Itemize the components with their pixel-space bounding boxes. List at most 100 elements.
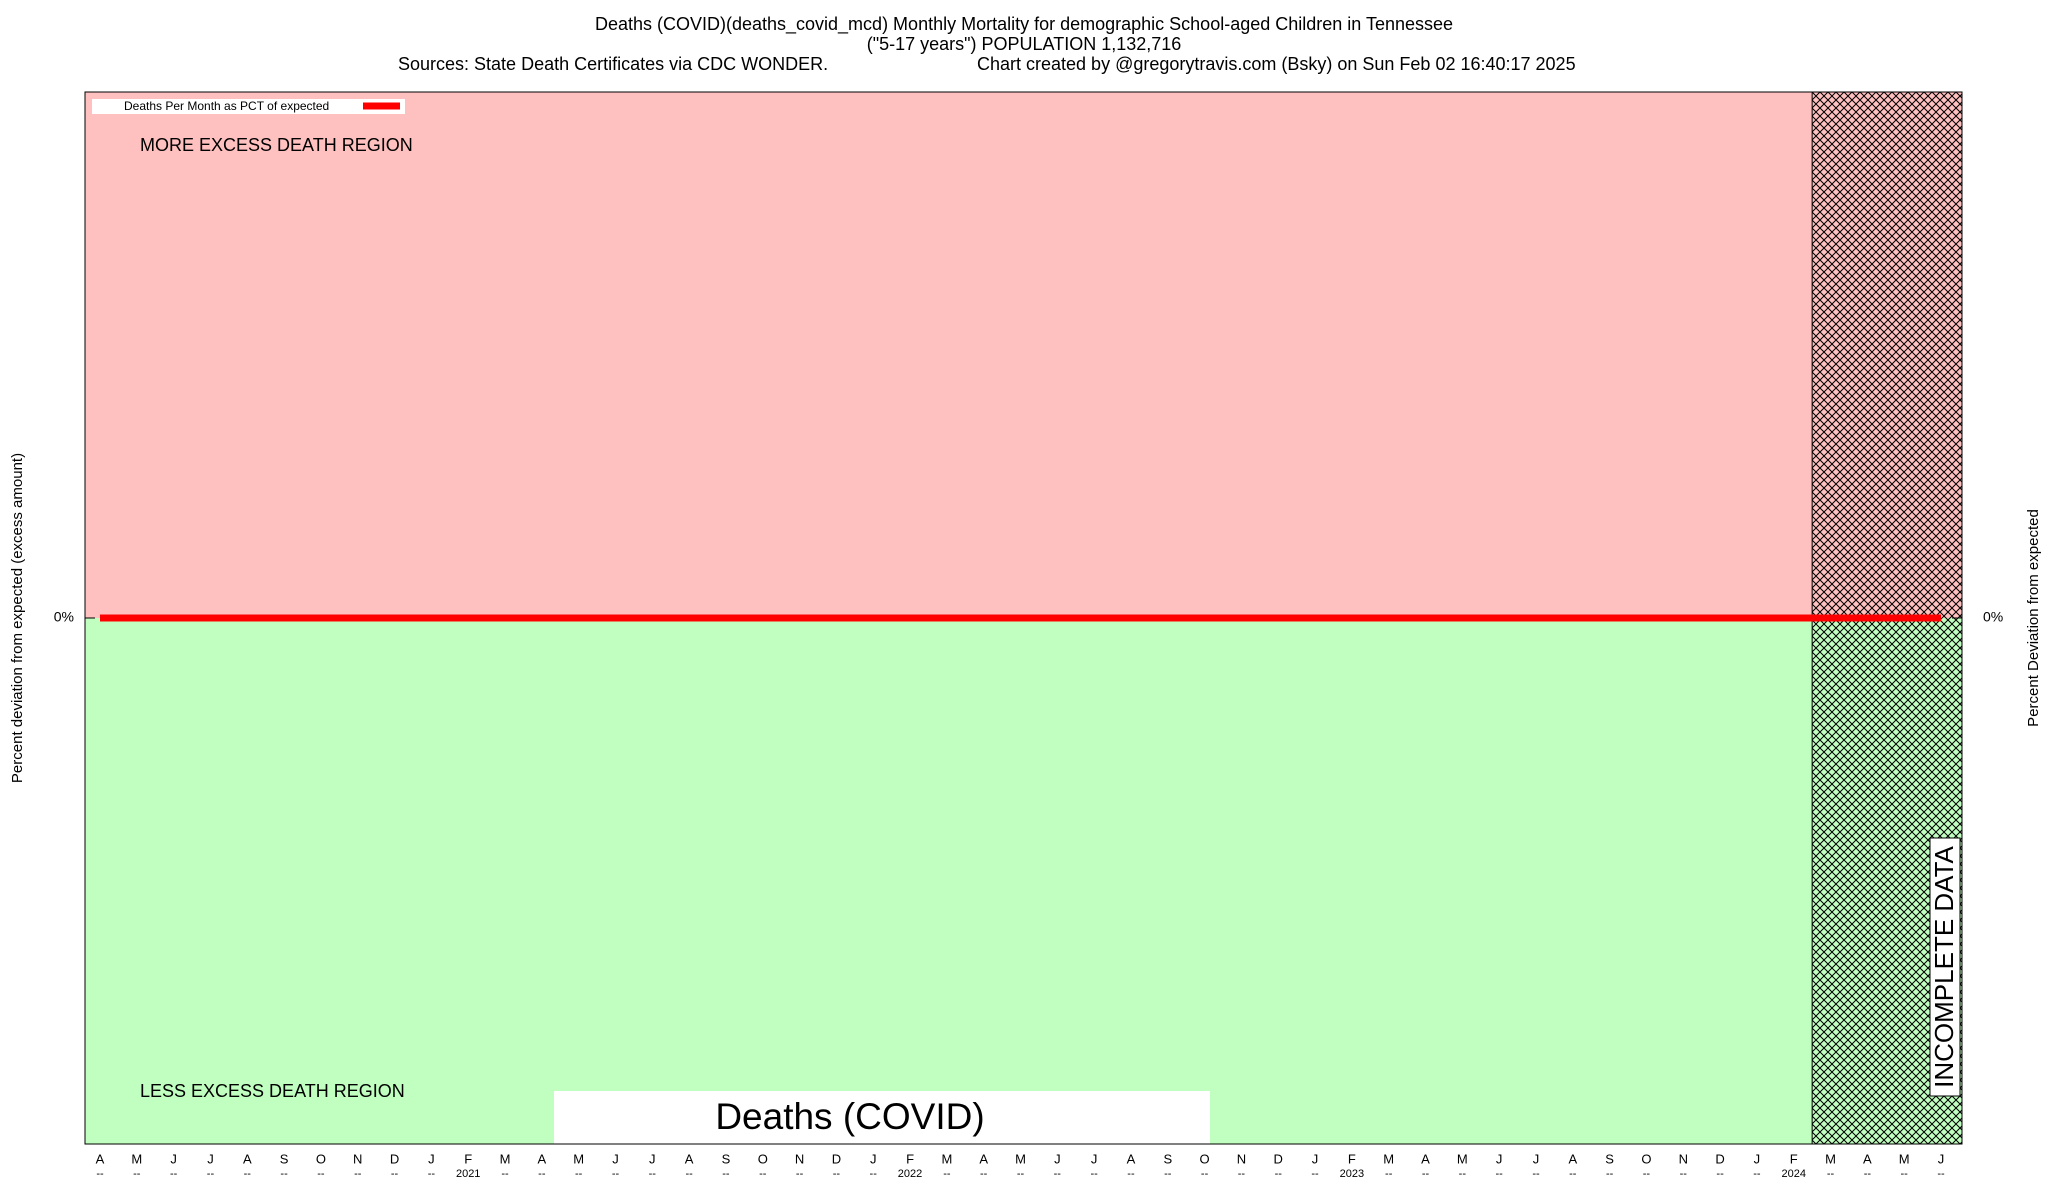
x-sublabel: --	[1127, 1168, 1135, 1180]
lower-region-label: LESS EXCESS DEATH REGION	[140, 1081, 405, 1101]
chart-title: Deaths (COVID)(deaths_covid_mcd) Monthly…	[595, 14, 1453, 35]
x-tick-label: A	[538, 1151, 547, 1166]
x-sublabel: --	[685, 1168, 693, 1180]
x-sublabel: --	[244, 1168, 252, 1180]
x-sublabel: --	[391, 1168, 399, 1180]
upper-region	[85, 92, 1962, 618]
x-sublabel: --	[1238, 1168, 1246, 1180]
x-sublabel: --	[1422, 1168, 1430, 1180]
plot-frame	[84, 91, 1963, 1145]
x-sublabel: --	[1680, 1168, 1688, 1180]
x-sublabel: --	[870, 1168, 878, 1180]
watermark: Deaths (COVID)	[715, 1096, 984, 1137]
x-tick-label: N	[1237, 1151, 1246, 1166]
x-tick-label: M	[500, 1151, 511, 1166]
y2-axis-label: Percent Deviation from expected	[2025, 509, 2042, 727]
x-tick-label: F	[464, 1151, 472, 1166]
x-sublabel: --	[612, 1168, 620, 1180]
x-tick-label: O	[1641, 1151, 1651, 1166]
x-sublabel: --	[1385, 1168, 1393, 1180]
x-tick-label: M	[1825, 1151, 1836, 1166]
x-sublabel: --	[501, 1168, 509, 1180]
y-tick-label: 0%	[54, 609, 74, 625]
x-sublabel: 2024	[1781, 1168, 1805, 1180]
x-tick-label: J	[1496, 1151, 1503, 1166]
x-tick-label: J	[428, 1151, 435, 1166]
watermark-box	[554, 1091, 1210, 1144]
x-sublabel: --	[575, 1168, 583, 1180]
credit: Chart created by @gregorytravis.com (Bsk…	[977, 54, 1576, 74]
x-sublabel: 2021	[456, 1168, 480, 1180]
x-sublabel: --	[1017, 1168, 1025, 1180]
x-sublabel: --	[1532, 1168, 1540, 1180]
x-tick-label: O	[758, 1151, 768, 1166]
x-sublabel: --	[354, 1168, 362, 1180]
y2-tick-label: 0%	[1983, 609, 2003, 625]
x-tick-label: J	[612, 1151, 619, 1166]
x-tick-label: A	[1568, 1151, 1577, 1166]
x-tick-label: J	[1938, 1151, 1945, 1166]
x-sublabel: --	[796, 1168, 804, 1180]
x-sublabel: --	[317, 1168, 325, 1180]
x-tick-label: A	[1127, 1151, 1136, 1166]
x-tick-label: D	[1274, 1151, 1283, 1166]
x-tick-label: J	[1091, 1151, 1098, 1166]
x-sublabel: --	[1495, 1168, 1503, 1180]
x-tick-label: A	[979, 1151, 988, 1166]
x-sublabel: --	[649, 1168, 657, 1180]
x-sublabel: --	[1643, 1168, 1651, 1180]
source: Sources: State Death Certificates via CD…	[398, 54, 828, 74]
x-sublabel: --	[980, 1168, 988, 1180]
x-tick-label: J	[207, 1151, 214, 1166]
x-tick-label: S	[1163, 1151, 1172, 1166]
x-tick-label: S	[722, 1151, 731, 1166]
x-sublabel: 2022	[898, 1168, 922, 1180]
x-tick-label: M	[1383, 1151, 1394, 1166]
x-sublabel: --	[538, 1168, 546, 1180]
x-tick-label: N	[353, 1151, 362, 1166]
x-sublabel: --	[1164, 1168, 1172, 1180]
x-sublabel: --	[428, 1168, 436, 1180]
x-tick-label: J	[1312, 1151, 1319, 1166]
x-sublabel: --	[1901, 1168, 1909, 1180]
x-tick-label: O	[1200, 1151, 1210, 1166]
x-sublabel: --	[1275, 1168, 1283, 1180]
x-sublabel: --	[722, 1168, 730, 1180]
x-tick-label: J	[1754, 1151, 1761, 1166]
legend-label: Deaths Per Month as PCT of expected	[124, 99, 329, 113]
y-axis-label: Percent deviation from expected (excess …	[9, 453, 26, 783]
x-tick-label: A	[1421, 1151, 1430, 1166]
x-sublabel: --	[280, 1168, 288, 1180]
x-sublabel: --	[133, 1168, 141, 1180]
x-tick-label: J	[649, 1151, 656, 1166]
x-tick-label: J	[1054, 1151, 1061, 1166]
x-sublabel: --	[759, 1168, 767, 1180]
upper-region-label: MORE EXCESS DEATH REGION	[140, 135, 413, 155]
x-sublabel: --	[1569, 1168, 1577, 1180]
x-tick-label: N	[1679, 1151, 1688, 1166]
x-tick-label: S	[280, 1151, 289, 1166]
x-tick-label: A	[243, 1151, 252, 1166]
x-sublabel: --	[1606, 1168, 1614, 1180]
x-tick-label: J	[170, 1151, 177, 1166]
x-sublabel: --	[1937, 1168, 1945, 1180]
x-sublabel: --	[943, 1168, 951, 1180]
x-tick-label: D	[1715, 1151, 1724, 1166]
x-sublabel: --	[207, 1168, 215, 1180]
x-sublabel: --	[1753, 1168, 1761, 1180]
x-tick-label: A	[96, 1151, 105, 1166]
x-sublabel: --	[1311, 1168, 1319, 1180]
x-tick-label: D	[390, 1151, 399, 1166]
x-tick-label: F	[1790, 1151, 1798, 1166]
x-tick-label: J	[1533, 1151, 1540, 1166]
x-tick-label: A	[685, 1151, 694, 1166]
x-sublabel: 2023	[1340, 1168, 1364, 1180]
x-tick-label: M	[131, 1151, 142, 1166]
x-tick-label: S	[1605, 1151, 1614, 1166]
legend-box	[92, 99, 405, 114]
x-tick-label: N	[795, 1151, 804, 1166]
x-sublabel: --	[96, 1168, 104, 1180]
x-tick-label: M	[941, 1151, 952, 1166]
x-tick-label: M	[573, 1151, 584, 1166]
